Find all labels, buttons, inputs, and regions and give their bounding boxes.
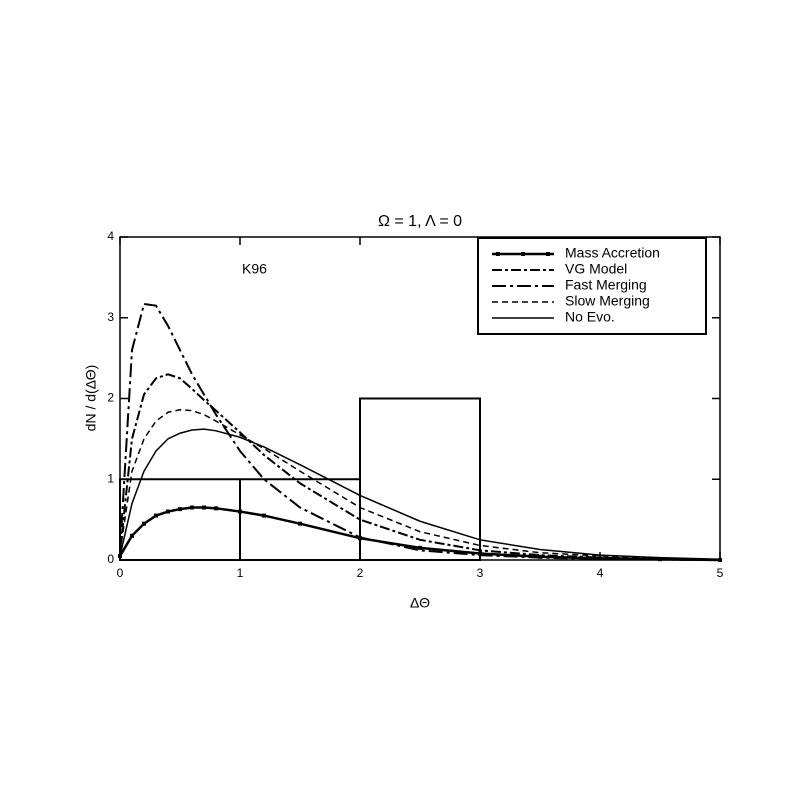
series-line — [119, 409, 721, 561]
x-axis-label: ΔΘ — [410, 595, 430, 611]
legend-marker — [546, 252, 550, 256]
series-marker — [298, 521, 302, 526]
legend-label: Mass Accretion — [565, 245, 660, 261]
y-tick-label: 1 — [107, 471, 114, 485]
legend-label: No Evo. — [565, 309, 615, 325]
legend-label: Slow Merging — [565, 293, 650, 309]
series-marker — [178, 507, 182, 512]
x-tick-label: 2 — [357, 566, 364, 580]
x-tick-label: 4 — [597, 566, 604, 580]
series-line — [119, 302, 721, 561]
histogram-bar — [119, 478, 241, 561]
series-marker — [142, 521, 146, 526]
y-axis-label: dN / d(ΔΘ) — [83, 365, 99, 432]
series-marker — [262, 513, 266, 518]
series-marker — [202, 505, 206, 510]
series-marker — [166, 509, 170, 514]
series-marker — [238, 509, 242, 514]
histogram-bar — [239, 478, 361, 561]
series-marker — [418, 545, 422, 550]
legend-marker — [496, 252, 500, 256]
x-tick-label: 0 — [117, 566, 124, 580]
legend-label: VG Model — [565, 261, 627, 277]
series-line — [118, 506, 721, 562]
x-tick-label: 3 — [477, 566, 484, 580]
annotation: K96 — [242, 261, 267, 277]
series-marker — [130, 533, 134, 538]
x-tick-label: 5 — [717, 566, 724, 580]
histogram-bar — [359, 397, 481, 561]
series-marker — [478, 551, 482, 556]
legend-marker — [521, 252, 525, 256]
legend-label: Fast Merging — [565, 277, 647, 293]
series-line — [119, 373, 721, 561]
series-marker — [214, 506, 218, 511]
series-marker — [190, 505, 194, 510]
y-tick-label: 3 — [107, 310, 114, 324]
series-marker — [154, 513, 158, 518]
y-tick-label: 4 — [107, 229, 114, 243]
y-tick-label: 2 — [107, 391, 114, 405]
series-line — [119, 428, 721, 560]
chart-title: Ω = 1, Λ = 0 — [378, 213, 462, 230]
y-tick-label: 0 — [107, 552, 114, 566]
x-tick-label: 1 — [237, 566, 244, 580]
